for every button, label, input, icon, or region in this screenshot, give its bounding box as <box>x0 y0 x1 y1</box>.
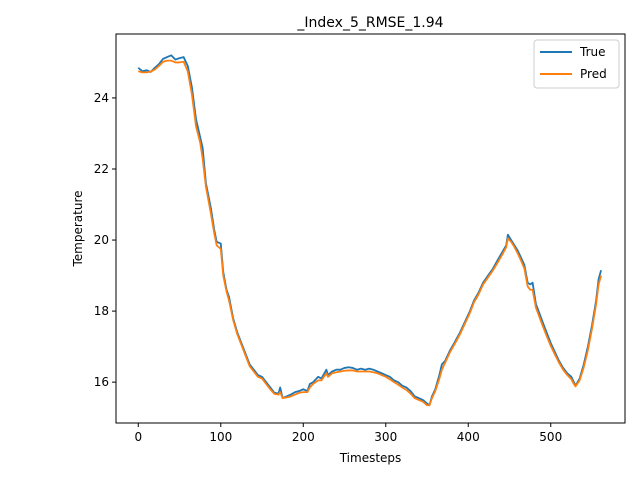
x-tick-label: 400 <box>457 430 480 444</box>
x-axis-label: Timesteps <box>339 451 402 465</box>
y-tick-label: 22 <box>94 162 109 176</box>
series-line-pred <box>138 59 602 407</box>
y-tick-label: 18 <box>94 304 109 318</box>
y-axis: 16 18 20 22 24 <box>94 91 116 389</box>
x-axis: 0 100 200 300 400 500 <box>134 423 562 444</box>
axes-frame <box>115 33 626 424</box>
x-tick-label: 500 <box>539 430 562 444</box>
chart-title: _Index_5_RMSE_1.94 <box>296 15 443 31</box>
y-axis-label: Temperature <box>71 190 85 267</box>
y-tick-label: 24 <box>94 91 109 105</box>
y-tick-label: 20 <box>94 233 109 247</box>
plot-area <box>137 54 602 407</box>
legend-label-pred: Pred <box>580 67 607 81</box>
x-tick-label: 0 <box>134 430 142 444</box>
x-tick-label: 200 <box>292 430 315 444</box>
x-tick-label: 100 <box>209 430 232 444</box>
series-line-true <box>137 54 602 407</box>
y-tick-label: 16 <box>94 375 109 389</box>
legend-label-true: True <box>579 45 606 59</box>
legend: True Pred <box>533 39 620 89</box>
x-tick-label: 300 <box>374 430 397 444</box>
